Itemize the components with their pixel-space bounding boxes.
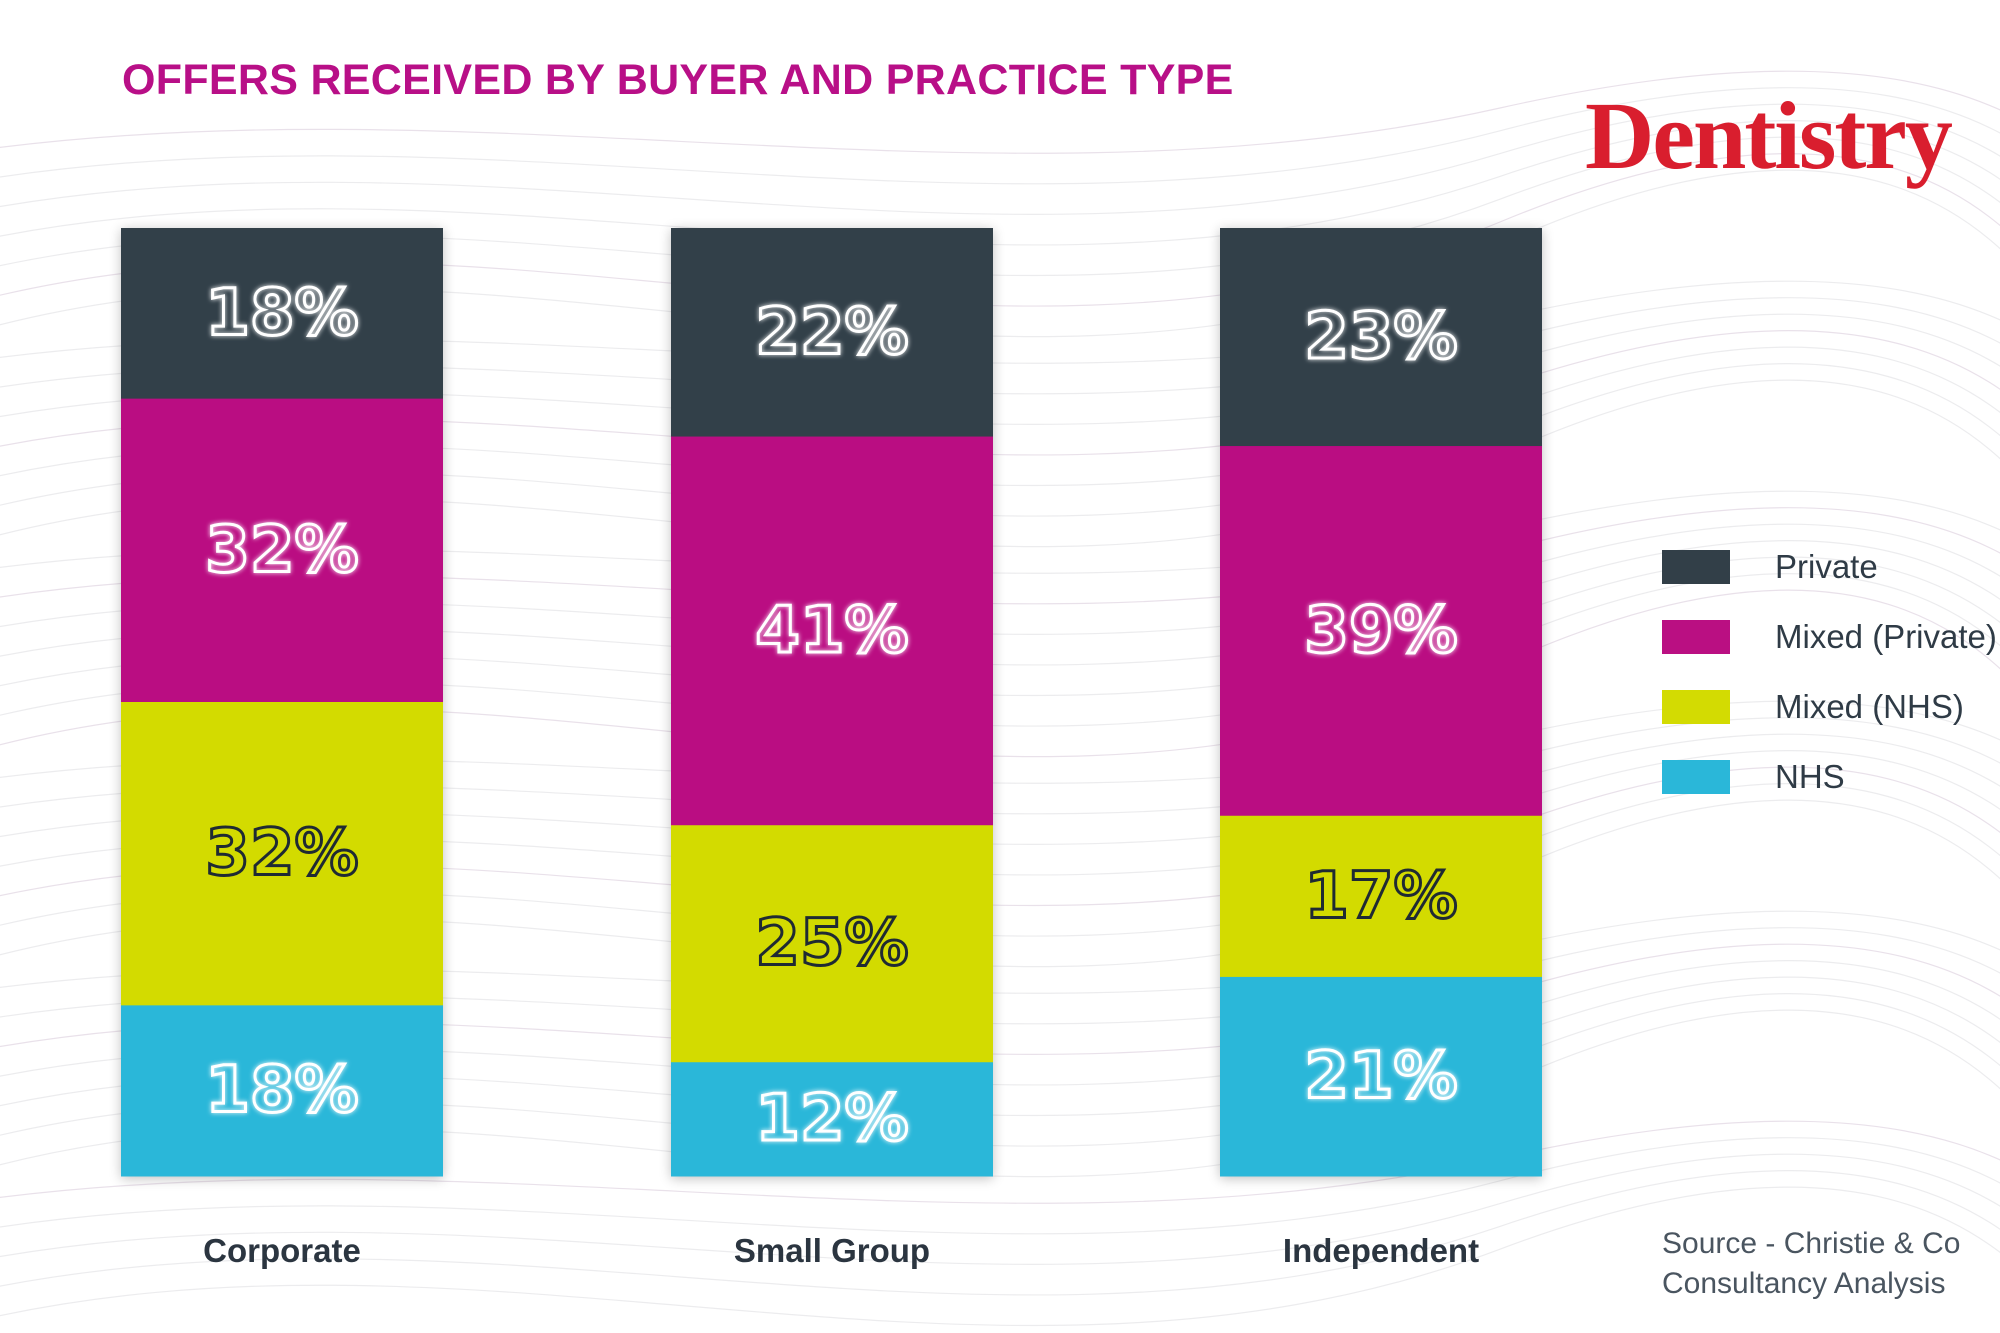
bar-segment	[1220, 815, 1542, 978]
bar-segment	[1220, 228, 1542, 447]
bar-segment	[121, 398, 443, 703]
legend-swatch-mixed-nhs	[1662, 690, 1730, 724]
background-wave-line	[0, 1137, 2000, 1235]
legend-label-mixed-private: Mixed (Private)	[1775, 618, 1997, 655]
legend-item-nhs: NHS	[1662, 742, 1997, 812]
data-label: 17%	[1304, 859, 1457, 933]
bar-segment	[121, 702, 443, 1006]
background-wave-line	[0, 1120, 2000, 1204]
source-note: Source - Christie & Co Consultancy Analy…	[1662, 1224, 1960, 1304]
source-line-1: Source - Christie & Co	[1662, 1227, 1961, 1260]
legend-label-private: Private	[1775, 548, 1878, 585]
background-wave-line	[0, 1186, 2000, 1327]
bar-independent	[1220, 228, 1542, 1177]
legend-swatch-nhs	[1662, 760, 1730, 794]
legend-item-mixed-private: Mixed (Private)	[1662, 602, 1997, 672]
legend-item-mixed-nhs: Mixed (NHS)	[1662, 672, 1997, 742]
background-wave-line	[0, 87, 2000, 185]
dentistry-logo: Dentistry	[1585, 82, 1953, 189]
background-wave-line	[0, 1153, 2000, 1265]
bar-segment	[121, 228, 443, 400]
chart-title: OFFERS RECEIVED BY BUYER AND PRACTICE TY…	[122, 56, 1234, 104]
legend-swatch-private	[1662, 550, 1730, 584]
background-wave-line	[0, 1170, 2000, 1296]
background-wave-line	[0, 70, 2000, 154]
bar-segment	[1220, 446, 1542, 817]
data-label: 21%	[1304, 1039, 1457, 1113]
data-label: 12%	[755, 1082, 908, 1156]
background-wave-line	[0, 120, 2000, 246]
bar-corporate	[121, 228, 443, 1177]
bar-segment	[121, 1005, 443, 1177]
data-label: 25%	[755, 907, 908, 981]
bar-small-group	[671, 228, 993, 1177]
category-label: Independent	[1283, 1232, 1479, 1269]
category-label: Corporate	[203, 1232, 361, 1269]
bar-segment	[671, 825, 993, 1063]
source-line-2: Consultancy Analysis	[1662, 1267, 1946, 1300]
bar-segment	[1220, 976, 1542, 1177]
data-label: 41%	[755, 594, 908, 668]
legend-item-private: Private	[1662, 532, 1997, 602]
data-label: 18%	[205, 1054, 358, 1128]
data-label: 32%	[205, 817, 358, 891]
data-label: 23%	[1304, 300, 1457, 374]
data-label: 32%	[205, 513, 358, 587]
data-label: 18%	[205, 276, 358, 350]
data-label: 39%	[1304, 594, 1457, 668]
legend-label-mixed-nhs: Mixed (NHS)	[1775, 688, 1964, 725]
bar-segment	[671, 1062, 993, 1177]
bar-segment	[671, 228, 993, 438]
legend-swatch-mixed-private	[1662, 620, 1730, 654]
bar-segment	[671, 436, 993, 826]
category-label: Small Group	[734, 1232, 930, 1269]
data-label: 22%	[755, 295, 908, 369]
background-wave-line	[0, 103, 2000, 215]
legend: Private Mixed (Private) Mixed (NHS) NHS	[1662, 532, 1997, 812]
legend-label-nhs: NHS	[1775, 758, 1845, 795]
